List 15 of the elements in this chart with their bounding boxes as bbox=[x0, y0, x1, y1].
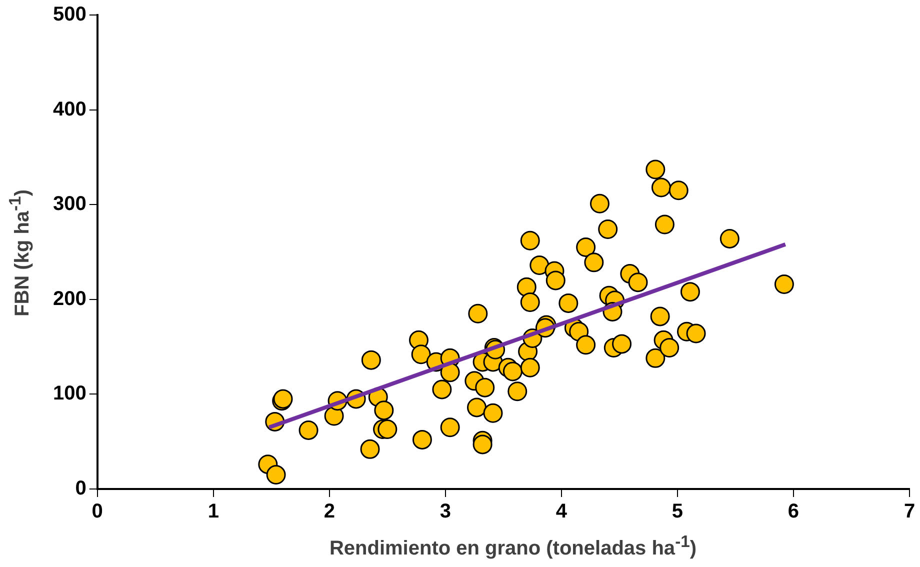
x-tick-label: 4 bbox=[556, 500, 568, 523]
x-tick-label: 6 bbox=[788, 500, 800, 523]
y-tick-label: 500 bbox=[52, 4, 86, 26]
y-tick-label: 100 bbox=[52, 382, 86, 405]
y-tick-label: 300 bbox=[52, 193, 86, 216]
x-axis-title: Rendimiento en grano (toneladas ha$^{-1}$) bbox=[328, 532, 698, 561]
y-tick-label: 400 bbox=[52, 98, 86, 120]
x-tick-label: 7 bbox=[904, 500, 916, 523]
x-tick-label: 5 bbox=[672, 500, 684, 523]
x-tick-label: 3 bbox=[440, 500, 451, 523]
x-tick-label: 0 bbox=[92, 500, 103, 523]
x-tick-label: 2 bbox=[324, 500, 335, 523]
x-tick-label: 1 bbox=[208, 500, 219, 523]
y-tick-label: 0 bbox=[75, 478, 86, 500]
y-tick-label: 200 bbox=[52, 288, 86, 310]
